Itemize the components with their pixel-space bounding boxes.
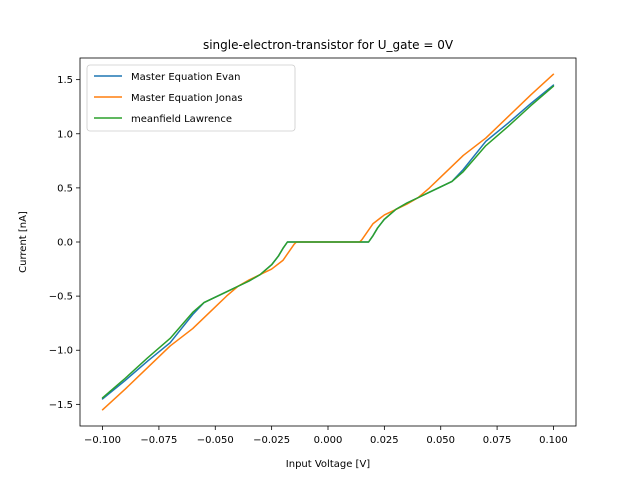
x-tick-label: −0.075 bbox=[140, 435, 177, 446]
legend-label: meanfield Lawrence bbox=[131, 114, 232, 125]
x-axis-label: Input Voltage [V] bbox=[286, 459, 371, 470]
legend-box bbox=[86, 64, 296, 132]
legend: Master Equation Evan Master Equation Jona… bbox=[86, 64, 296, 132]
chart-title: single-electron-transistor for U_gate = … bbox=[203, 38, 454, 52]
y-tick-label: 0.5 bbox=[57, 183, 73, 194]
x-tick-label: −0.100 bbox=[84, 435, 121, 446]
y-tick-label: 0.0 bbox=[57, 238, 73, 249]
x-tick-label: 0.000 bbox=[314, 435, 343, 446]
y-tick-label: −1.0 bbox=[49, 346, 73, 357]
x-tick-label: 0.025 bbox=[370, 435, 399, 446]
y-tick-label: −0.5 bbox=[49, 292, 73, 303]
series-layer bbox=[101, 73, 555, 411]
x-tick-label: 0.100 bbox=[539, 435, 568, 446]
legend-label: Master Equation Jonas bbox=[131, 93, 243, 104]
x-tick-label: 0.075 bbox=[483, 435, 512, 446]
x-tick-label: −0.050 bbox=[197, 435, 234, 446]
series-line-3 bbox=[101, 85, 555, 399]
legend-label: Master Equation Evan bbox=[131, 72, 241, 83]
y-axis-ticks: −1.5 −1.0 −0.5 0.0 0.5 1.0 1.5 bbox=[49, 75, 80, 411]
x-tick-label: 0.050 bbox=[426, 435, 455, 446]
y-tick-label: 1.5 bbox=[57, 75, 73, 86]
y-tick-label: 1.0 bbox=[57, 129, 73, 140]
x-tick-label: −0.025 bbox=[253, 435, 290, 446]
y-tick-label: −1.5 bbox=[49, 400, 73, 411]
x-axis-ticks: −0.100 −0.075 −0.050 −0.025 0.000 0.025 0.050 0… bbox=[84, 426, 568, 446]
y-axis-label: Current [nA] bbox=[18, 211, 29, 273]
plot-frame bbox=[79, 57, 577, 427]
